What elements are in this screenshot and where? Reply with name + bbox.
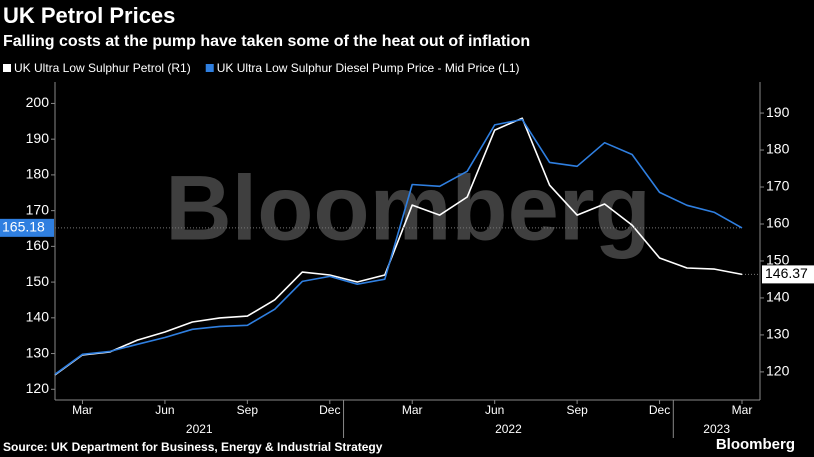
line-series [54,118,743,375]
y-tick-label: 200 [26,94,50,110]
x-tick-label: Mar [732,403,753,417]
last-value-label: 165.18 [2,219,45,235]
legend-swatch [205,64,214,72]
x-tick-label: Mar [72,403,93,417]
y2-tick-label: 150 [766,252,790,268]
last-value-label: 146.37 [765,265,808,281]
x-tick-label: Mar [402,403,423,417]
y-tick-label: 120 [26,380,50,396]
y2-tick-label: 170 [766,178,790,194]
y-tick-label: 190 [26,130,50,146]
y2-tick-label: 120 [766,363,790,379]
y-tick-label: 180 [26,166,50,182]
y-tick-label: 170 [26,201,50,217]
y-tick-label: 160 [26,237,50,253]
watermark: Bloomberg [165,157,651,259]
y-tick-label: 140 [26,309,50,325]
y2-tick-label: 190 [766,104,790,120]
x-tick-label: Sep [237,403,259,417]
year-label: 2021 [186,422,213,436]
year-label: 2022 [495,422,522,436]
y-tick-label: 150 [26,273,50,289]
chart-subtitle: Falling costs at the pump have taken som… [3,33,530,50]
y-tick-label: 130 [26,344,50,360]
y2-tick-label: 130 [766,326,790,342]
last-value-box [762,265,814,284]
x-tick-label: Jun [155,403,174,417]
x-tick-label: Dec [649,403,670,417]
x-tick-label: Sep [566,403,588,417]
y2-tick-label: 140 [766,289,790,305]
chart-title: UK Petrol Prices [3,3,175,28]
legend-label: UK Ultra Low Sulphur Diesel Pump Price -… [217,61,520,75]
logo: Bloomberg [716,436,795,453]
y2-tick-label: 160 [766,215,790,231]
x-tick-label: Dec [319,403,340,417]
y2-tick-label: 180 [766,141,790,157]
legend-label: UK Ultra Low Sulphur Petrol (R1) [14,61,191,75]
line-series [54,117,743,376]
x-tick-label: Jun [485,403,504,417]
source: Source: UK Department for Business, Ener… [3,440,383,454]
year-label: 2023 [703,422,730,436]
last-value-box [0,218,54,237]
legend-swatch [3,64,11,72]
